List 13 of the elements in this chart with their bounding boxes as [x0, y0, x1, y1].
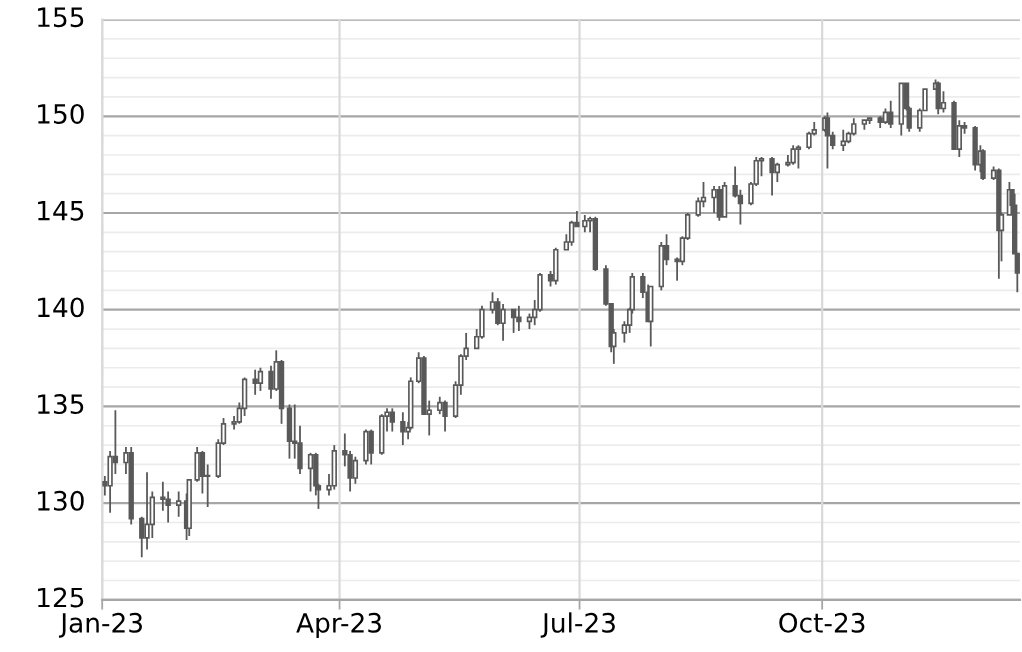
y-tick-label: 135 — [38, 394, 84, 415]
y-tick-label: 130 — [38, 490, 84, 511]
y-tick-label: 140 — [38, 297, 84, 318]
x-tick-label: Jul-23 — [540, 612, 615, 638]
candlestick — [307, 451, 314, 493]
x-tick-label: Jan-23 — [58, 612, 142, 638]
y-tick-label: 155 — [38, 7, 84, 28]
y-tick-label: 125 — [38, 587, 84, 608]
y-tick-label: 150 — [38, 103, 84, 124]
y-tick-label: 145 — [38, 201, 84, 221]
x-tick-label: Apr-23 — [296, 612, 381, 638]
candlestick — [175, 490, 182, 518]
x-tick-label: Oct-23 — [779, 612, 865, 633]
